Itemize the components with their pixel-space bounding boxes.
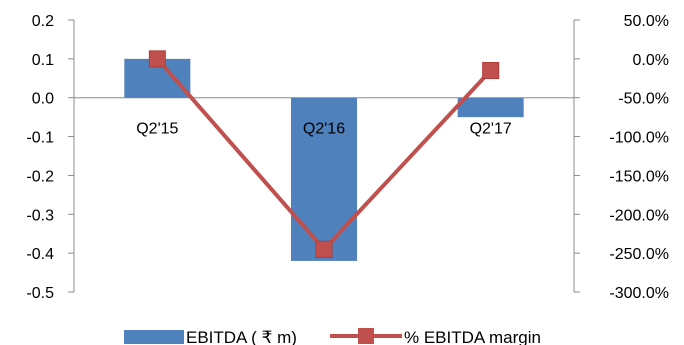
category-label: Q2'16	[303, 121, 345, 138]
category-label: Q2'17	[470, 121, 512, 138]
right-tick-label: -200.0%	[609, 207, 669, 224]
left-tick-label: 0.1	[32, 52, 54, 69]
ebitda-bar	[457, 97, 524, 118]
right-tick-label: -250.0%	[609, 246, 669, 263]
left-tick-label: -0.2	[26, 168, 54, 185]
legend-ebitda-label: EBITDA ( ₹ m)	[186, 328, 297, 345]
category-label: Q2'15	[136, 121, 178, 138]
right-y-axis: 50.0% 0.0% -50.0% -100.0% -150.0% -200.0% -250…	[573, 13, 669, 302]
legend-ebitda-swatch	[124, 330, 184, 344]
margin-line	[148, 50, 500, 258]
left-tick-label: -0.5	[26, 285, 54, 302]
left-tick-label: 0.2	[32, 13, 54, 30]
left-tick-label: -0.1	[26, 130, 54, 147]
left-tick-label: -0.3	[26, 207, 54, 224]
category-labels: Q2'15 Q2'16 Q2'17	[136, 121, 512, 138]
right-tick-label: -100.0%	[609, 130, 669, 147]
right-tick-label: 0.0%	[633, 52, 669, 69]
right-tick-label: -300.0%	[609, 285, 669, 302]
legend-margin-marker	[358, 328, 374, 344]
legend: EBITDA ( ₹ m) % EBITDA margin	[124, 328, 541, 345]
left-tick-label: -0.4	[26, 246, 54, 263]
margin-marker	[148, 50, 166, 68]
right-tick-label: 50.0%	[624, 13, 669, 30]
left-tick-label: 0.0	[32, 91, 54, 108]
right-tick-label: -150.0%	[609, 168, 669, 185]
right-tick-label: -50.0%	[618, 91, 669, 108]
ebitda-bar	[291, 97, 357, 261]
legend-margin-label: % EBITDA margin	[404, 328, 541, 345]
margin-marker	[482, 62, 500, 80]
margin-marker	[315, 240, 333, 258]
